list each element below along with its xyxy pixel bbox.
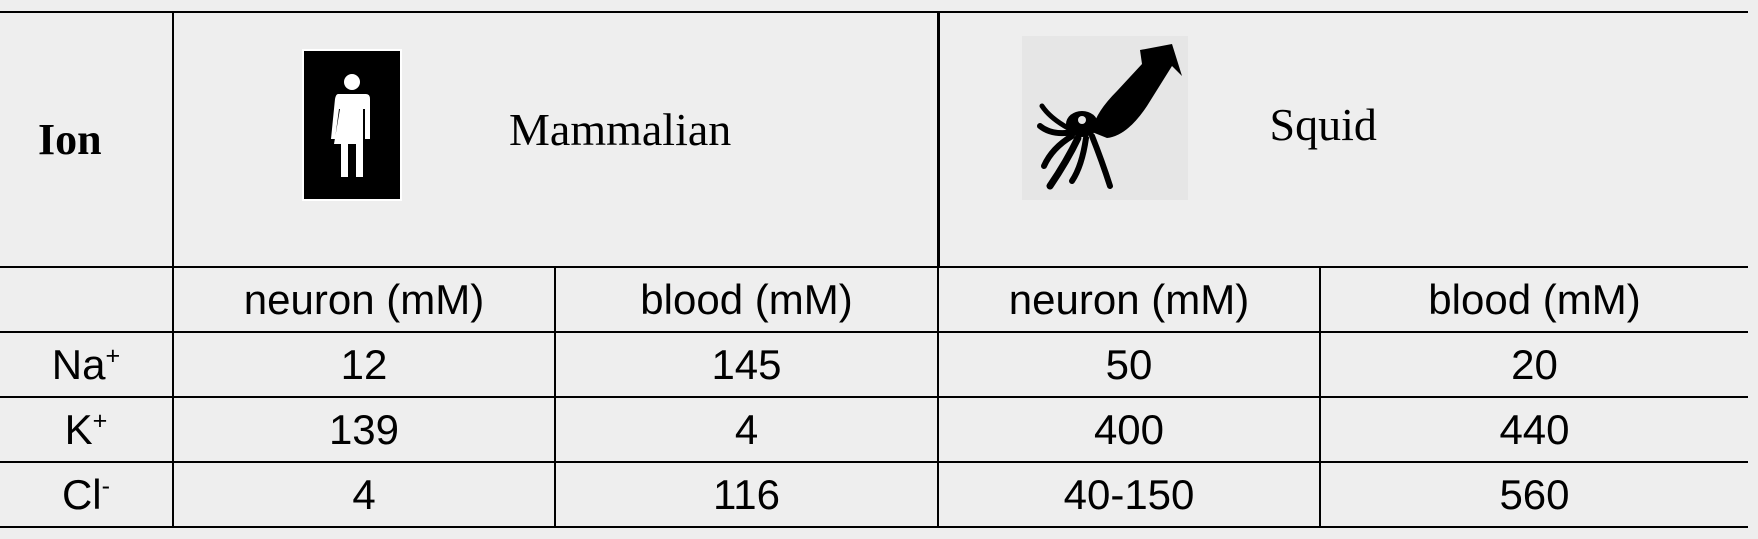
value-cell: 440 <box>1319 397 1748 463</box>
mammalian-title: Mammalian <box>509 104 732 155</box>
ion-column-header: Ion <box>0 11 173 268</box>
value-cell: 4 <box>554 397 938 463</box>
value-cell: 560 <box>1319 462 1748 528</box>
value-cell: 139 <box>172 397 555 463</box>
value-cell: 4 <box>172 462 555 528</box>
species-header-row: Ion Mammalian <box>0 11 1748 268</box>
value-cell: 12 <box>172 332 555 398</box>
ion-label: K+ <box>0 397 173 463</box>
value-cell: 20 <box>1319 332 1748 398</box>
value-cell: 145 <box>554 332 938 398</box>
ion-unit-empty-cell <box>0 267 173 333</box>
value-cell: 400 <box>937 397 1320 463</box>
unit-mammalian-neuron: neuron (mM) <box>172 267 555 333</box>
mammalian-header-cell: Mammalian <box>172 11 938 268</box>
table-row: K+ 139 4 400 440 <box>0 397 1748 463</box>
ion-label: Na+ <box>0 332 173 398</box>
value-cell: 50 <box>937 332 1320 398</box>
human-figure-icon <box>302 49 402 201</box>
table-row: Na+ 12 145 50 20 <box>0 332 1748 398</box>
squid-icon <box>1021 36 1188 200</box>
ion-label: Cl- <box>0 462 173 528</box>
ion-concentration-table: Ion Mammalian <box>0 11 1748 528</box>
value-cell: 40-150 <box>937 462 1320 528</box>
squid-title: Squid <box>1269 99 1377 150</box>
unit-squid-neuron: neuron (mM) <box>937 267 1320 333</box>
unit-mammalian-blood: blood (mM) <box>554 267 938 333</box>
table-row: Cl- 4 116 40-150 560 <box>0 462 1748 528</box>
unit-squid-blood: blood (mM) <box>1319 267 1748 333</box>
squid-header-cell: Squid <box>936 11 1748 268</box>
value-cell: 116 <box>554 462 938 528</box>
units-row: neuron (mM) blood (mM) neuron (mM) blood… <box>0 267 1748 333</box>
